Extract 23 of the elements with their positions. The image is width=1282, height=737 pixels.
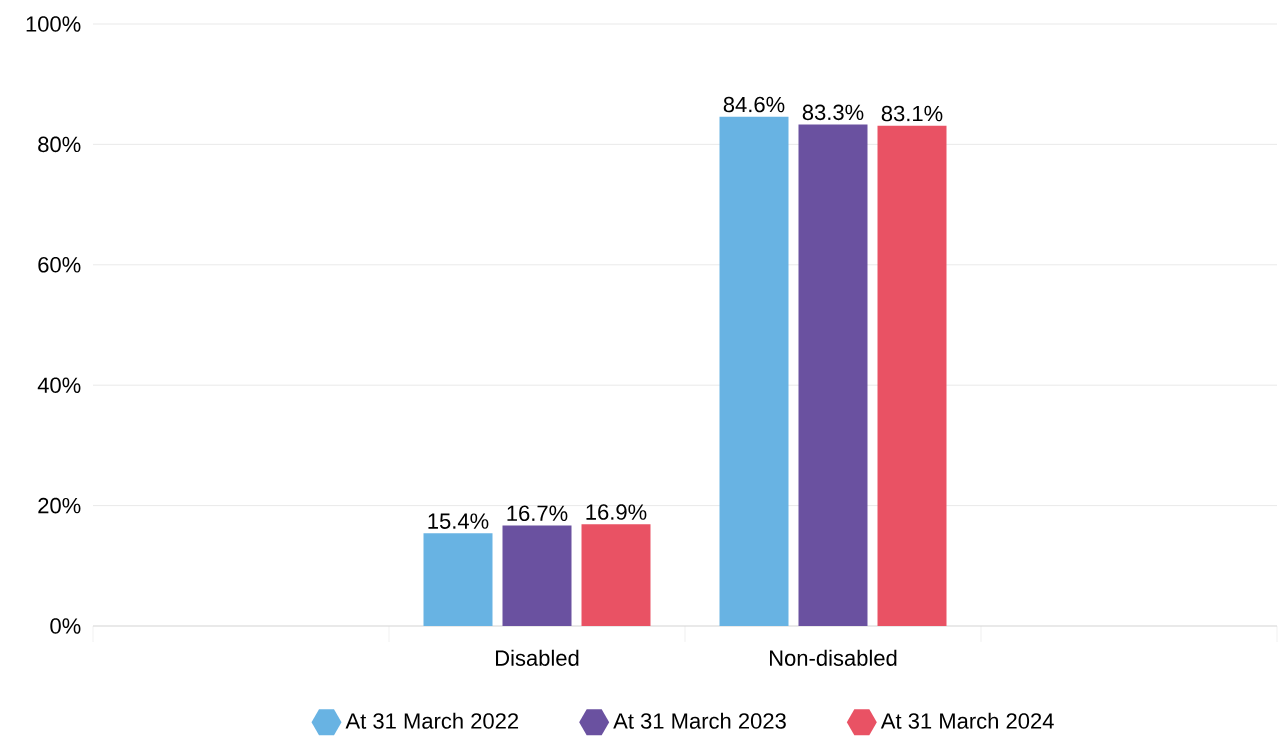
- y-tick-label: 0%: [50, 618, 81, 634]
- legend-label: At 31 March 2024: [880, 712, 1054, 729]
- y-tick-label: 60%: [38, 257, 81, 273]
- y-tick-label: 20%: [38, 497, 81, 514]
- bar: [502, 525, 572, 626]
- legend-label: At 31 March 2023: [613, 712, 786, 729]
- data-label: 83.1%: [881, 105, 943, 122]
- data-label: 83.3%: [802, 104, 864, 121]
- bar: [719, 116, 789, 626]
- data-label: 16.9%: [586, 504, 647, 520]
- x-tick-label: Disabled: [496, 649, 579, 666]
- legend-label: At 31 March 2022: [345, 712, 519, 729]
- bar: [423, 533, 493, 626]
- bar: [581, 524, 651, 626]
- y-tick-label: 40%: [37, 377, 81, 393]
- y-tick-label: 100%: [26, 16, 81, 32]
- x-tick-label: Non-disabled: [770, 649, 897, 666]
- y-tick-label: 80%: [38, 136, 81, 153]
- bar: [798, 124, 868, 626]
- data-label: 84.6%: [723, 96, 785, 113]
- data-label: 15.4%: [428, 513, 489, 529]
- bar: [877, 125, 947, 626]
- data-label: 16.7%: [507, 505, 568, 522]
